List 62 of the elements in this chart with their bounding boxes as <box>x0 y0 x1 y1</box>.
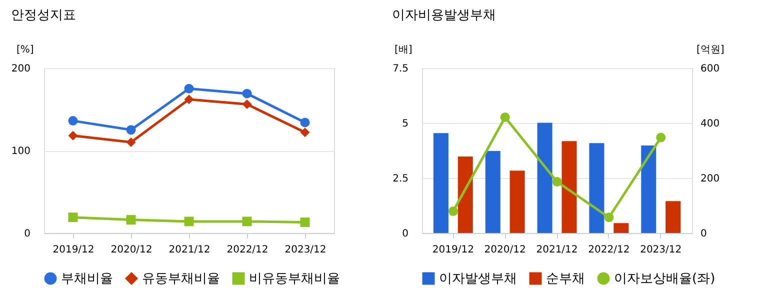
y-tick-label: 100 <box>11 146 30 157</box>
point <box>300 128 310 138</box>
y-tick-label: 200 <box>11 64 30 74</box>
point <box>68 116 78 126</box>
bar <box>614 223 629 233</box>
y2-tick-label: 400 <box>700 118 720 130</box>
bar <box>458 156 473 233</box>
point <box>68 212 78 222</box>
y-axis-title: [배] <box>394 44 412 56</box>
bar <box>641 146 656 233</box>
y-tick-label: 5 <box>402 118 408 130</box>
bar <box>666 201 681 233</box>
legend-label: 비유동부채비율 <box>249 272 340 287</box>
y2-tick-label: 0 <box>700 228 707 240</box>
chart-title: 안정성지표 <box>10 8 76 23</box>
x-tick-label: 2022/12 <box>226 244 268 256</box>
x-tick-label: 2020/12 <box>484 244 526 256</box>
legend-label: 이자발생부채 <box>439 272 517 287</box>
y-axis-title: [%] <box>16 44 34 56</box>
point <box>184 216 194 226</box>
x-tick-label: 2021/12 <box>536 244 578 256</box>
point <box>604 212 614 222</box>
x-tick-label: 2022/12 <box>588 244 630 256</box>
legend-label: 부채비율 <box>61 272 113 287</box>
y-tick-label: 0 <box>24 228 30 240</box>
point <box>184 84 194 94</box>
y2-axis-title: [억원] <box>696 44 724 56</box>
point <box>500 112 510 122</box>
bar <box>485 151 500 233</box>
bar <box>510 170 525 233</box>
point <box>184 94 194 104</box>
bar <box>562 141 577 233</box>
point <box>242 100 252 110</box>
point <box>242 216 252 226</box>
y-tick-label: 7.5 <box>392 64 408 74</box>
point <box>68 130 78 140</box>
point <box>126 125 136 135</box>
bar <box>537 122 552 233</box>
x-tick-label: 2019/12 <box>432 244 474 256</box>
point <box>126 215 136 225</box>
legend-label: 순부채 <box>546 272 585 287</box>
y2-tick-label: 200 <box>700 174 720 184</box>
legend-label: 이자보상배율(좌) <box>614 272 716 287</box>
point <box>242 88 252 98</box>
y-tick-label: 2.5 <box>392 174 408 184</box>
point <box>300 218 310 228</box>
point <box>656 132 666 142</box>
point <box>448 206 458 216</box>
chart-title: 이자비용발생부채 <box>392 8 496 23</box>
x-tick-label: 2023/12 <box>284 244 326 256</box>
point <box>300 118 310 128</box>
x-tick-label: 2019/12 <box>52 244 94 256</box>
y-tick-label: 0 <box>402 228 408 240</box>
x-tick-label: 2021/12 <box>168 244 210 256</box>
x-tick-label: 2023/12 <box>640 244 682 256</box>
x-tick-label: 2020/12 <box>110 244 152 256</box>
point <box>552 177 562 186</box>
bar <box>589 143 604 233</box>
point <box>126 138 136 147</box>
y2-tick-label: 600 <box>700 64 720 74</box>
legend-label: 유동부채비율 <box>142 272 220 287</box>
bar <box>433 133 448 233</box>
